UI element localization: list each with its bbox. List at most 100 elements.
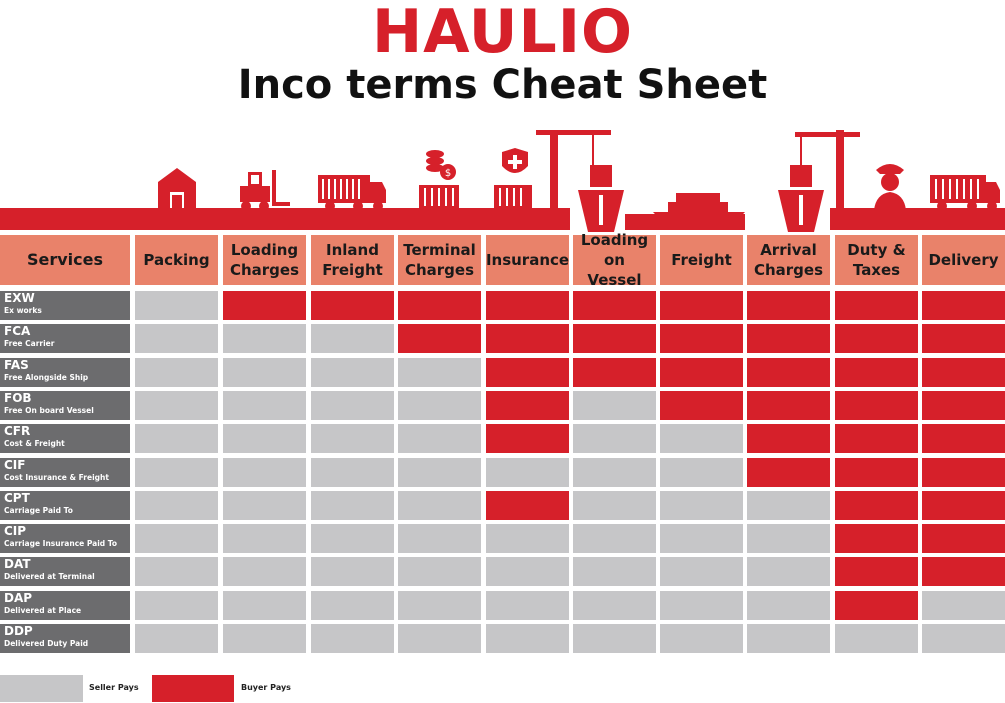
- incoterm-name: Carriage Insurance Paid To: [4, 539, 118, 548]
- table-cell: [135, 458, 218, 487]
- table-cell: [311, 624, 394, 653]
- table-cell: [398, 524, 481, 553]
- table-cell: [486, 624, 569, 653]
- incoterm-name: Cost & Freight: [4, 439, 65, 448]
- table-cell: [135, 391, 218, 420]
- column-header: Arrival Charges: [747, 235, 830, 285]
- table-cell: [573, 591, 656, 620]
- incoterm-code: CIP: [4, 524, 27, 538]
- table-cell: [922, 391, 1005, 420]
- table-cell: [223, 524, 306, 553]
- table-cell: [311, 358, 394, 387]
- table-cell: [398, 458, 481, 487]
- incoterm-name: Ex works: [4, 306, 42, 315]
- table-cell: [747, 624, 830, 653]
- incoterm-code: CIF: [4, 458, 26, 472]
- table-cell: [835, 624, 918, 653]
- table-cell: [486, 358, 569, 387]
- table-cell: [835, 557, 918, 586]
- table-cell: [747, 591, 830, 620]
- table-cell: [835, 458, 918, 487]
- table-cell: [223, 391, 306, 420]
- legend-seller-swatch: [0, 675, 83, 702]
- table-cell: [223, 324, 306, 353]
- row-label: FAS Free Alongside Ship: [0, 358, 130, 387]
- table-cell: [223, 291, 306, 320]
- incoterm-name: Delivered Duty Paid: [4, 639, 89, 648]
- column-header: Packing: [135, 235, 218, 285]
- page-title: Inco terms Cheat Sheet: [237, 62, 768, 108]
- table-cell: [398, 324, 481, 353]
- incoterm-code: FOB: [4, 391, 32, 405]
- table-cell: [573, 557, 656, 586]
- table-cell: [747, 324, 830, 353]
- table-cell: [135, 358, 218, 387]
- table-cell: [486, 557, 569, 586]
- incoterm-name: Free On board Vessel: [4, 406, 94, 415]
- table-cell: [573, 458, 656, 487]
- table-cell: [922, 624, 1005, 653]
- table-cell: [835, 591, 918, 620]
- table-cell: [486, 524, 569, 553]
- row-label: FOB Free On board Vessel: [0, 391, 130, 420]
- table-cell: [747, 291, 830, 320]
- table-cell: [835, 358, 918, 387]
- table-cell: [573, 491, 656, 520]
- table-cell: [660, 524, 743, 553]
- table-cell: [922, 358, 1005, 387]
- incoterm-code: FCA: [4, 324, 31, 338]
- row-label: EXW Ex works: [0, 291, 130, 320]
- table-cell: [398, 424, 481, 453]
- table-cell: [660, 557, 743, 586]
- table-cell: [660, 591, 743, 620]
- table-cell: [660, 458, 743, 487]
- table-cell: [311, 458, 394, 487]
- table-cell: [486, 458, 569, 487]
- table-cell: [486, 424, 569, 453]
- table-cell: [135, 324, 218, 353]
- legend-buyer-label: Buyer Pays: [241, 683, 291, 692]
- incoterm-code: CPT: [4, 491, 30, 505]
- table-cell: [135, 491, 218, 520]
- incoterm-name: Free Alongside Ship: [4, 373, 89, 382]
- table-cell: [486, 491, 569, 520]
- table-cell: [223, 458, 306, 487]
- incoterm-code: FAS: [4, 358, 29, 372]
- table-cell: [135, 624, 218, 653]
- table-cell: [573, 324, 656, 353]
- warehouse-icon: [158, 168, 196, 208]
- table-cell: [573, 524, 656, 553]
- cargo-ship-icon: [653, 193, 745, 228]
- incoterm-code: EXW: [4, 291, 35, 305]
- table-cell: [486, 391, 569, 420]
- table-cell: [486, 291, 569, 320]
- table-cell: [747, 557, 830, 586]
- table-cell: [311, 291, 394, 320]
- forklift-icon: [240, 170, 290, 211]
- brand-logo: HAULIO: [371, 0, 634, 67]
- table-cell: [660, 358, 743, 387]
- table-cell: [747, 424, 830, 453]
- table-cell: [922, 291, 1005, 320]
- incoterm-code: DAT: [4, 557, 31, 571]
- customs-officer-icon: [874, 164, 906, 210]
- table-cell: [223, 424, 306, 453]
- table-cell: [835, 424, 918, 453]
- table-cell: [747, 491, 830, 520]
- svg-text:$: $: [445, 168, 451, 179]
- table-cell: [135, 591, 218, 620]
- table-cell: [398, 591, 481, 620]
- table-cell: [573, 291, 656, 320]
- table-cell: [223, 358, 306, 387]
- table-cell: [398, 624, 481, 653]
- legend-seller-label: Seller Pays: [89, 683, 139, 692]
- incoterm-code: DDP: [4, 624, 33, 638]
- crane-ship-icon: [536, 130, 624, 232]
- table-cell: [135, 291, 218, 320]
- table-cell: [922, 524, 1005, 553]
- table-cell: [486, 591, 569, 620]
- table-cell: [835, 491, 918, 520]
- table-cell: [573, 358, 656, 387]
- table-cell: [311, 324, 394, 353]
- column-header: Delivery: [922, 235, 1005, 285]
